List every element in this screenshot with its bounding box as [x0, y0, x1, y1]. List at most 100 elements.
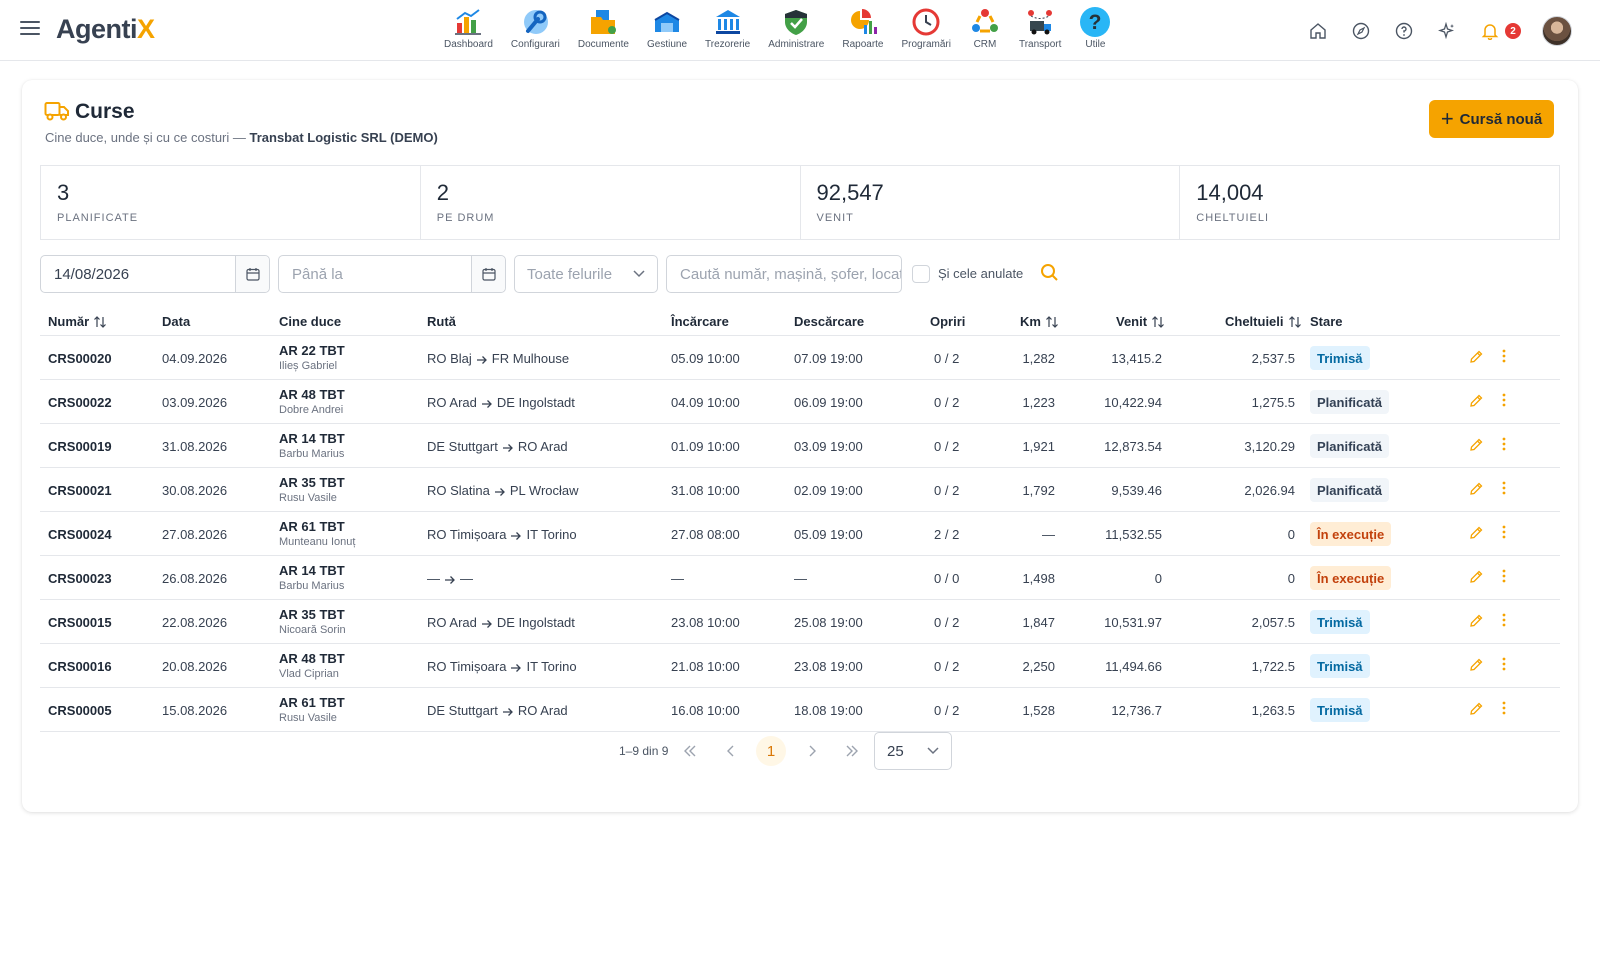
arrow-right-icon: [440, 571, 460, 586]
calendar-icon[interactable]: [471, 256, 505, 292]
trip-loading: 04.09 10:00: [671, 395, 740, 410]
more-vertical-icon[interactable]: [1502, 700, 1506, 719]
table-row[interactable]: CRS00020 04.09.2026 AR 22 TBT Ilieș Gabriel…: [40, 336, 1560, 380]
home-icon[interactable]: [1308, 21, 1328, 41]
sparkle-icon[interactable]: [1437, 21, 1457, 41]
sort-icon[interactable]: [1288, 315, 1302, 329]
trip-number[interactable]: CRS00019: [48, 439, 112, 454]
more-vertical-icon[interactable]: [1502, 612, 1506, 631]
edit-icon[interactable]: [1468, 613, 1484, 632]
module-trezorerie[interactable]: Trezorerie: [705, 6, 750, 56]
search-icon[interactable]: [1040, 263, 1060, 288]
module-configurari[interactable]: Configurari: [511, 6, 560, 56]
edit-icon[interactable]: [1468, 657, 1484, 676]
more-vertical-icon[interactable]: [1502, 524, 1506, 543]
trip-number[interactable]: CRS00016: [48, 659, 112, 674]
trip-number[interactable]: CRS00005: [48, 703, 112, 718]
sort-icon[interactable]: [1151, 315, 1165, 329]
app-logo[interactable]: AgentiX: [56, 14, 155, 44]
edit-icon[interactable]: [1468, 349, 1484, 368]
type-select[interactable]: Toate felurile: [514, 255, 658, 293]
trips-card: Curse Cine duce, unde și cu ce costuri —…: [22, 80, 1578, 812]
last-page-icon[interactable]: [837, 736, 867, 766]
more-vertical-icon[interactable]: [1502, 392, 1506, 411]
trip-number[interactable]: CRS00023: [48, 571, 112, 586]
trip-revenue: 11,532.55: [1105, 527, 1162, 542]
trip-km: 1,921: [1022, 439, 1055, 454]
page-size-select[interactable]: 25: [874, 732, 952, 770]
trip-date: 26.08.2026: [162, 571, 228, 586]
trip-number[interactable]: CRS00021: [48, 483, 112, 498]
trip-number[interactable]: CRS00020: [48, 351, 112, 366]
module-transport[interactable]: Transport: [1019, 6, 1061, 56]
date-to-input[interactable]: [279, 265, 505, 283]
table-row[interactable]: CRS00022 03.09.2026 AR 48 TBT Dobre Andrei R…: [40, 380, 1560, 424]
search-input[interactable]: [667, 265, 901, 283]
table-row[interactable]: CRS00019 31.08.2026 AR 14 TBT Barbu Marius D…: [40, 424, 1560, 468]
avatar[interactable]: [1542, 16, 1572, 46]
trip-driver: AR 48 TBT Dobre Andrei: [279, 387, 345, 416]
module-rapoarte[interactable]: Rapoarte: [842, 6, 884, 56]
col-venit[interactable]: Venit: [1116, 314, 1165, 329]
edit-icon[interactable]: [1468, 481, 1484, 500]
col-numar[interactable]: Număr: [48, 314, 107, 329]
table-row[interactable]: CRS00023 26.08.2026 AR 14 TBT Barbu Marius —…: [40, 556, 1560, 600]
table-row[interactable]: CRS00024 27.08.2026 AR 61 TBT Munteanu Ionu…: [40, 512, 1560, 556]
prev-page-icon[interactable]: [716, 736, 746, 766]
sort-icon[interactable]: [1045, 315, 1059, 329]
more-vertical-icon[interactable]: [1502, 656, 1506, 675]
module-dashboard[interactable]: Dashboard: [444, 6, 493, 56]
trip-number[interactable]: CRS00015: [48, 615, 112, 630]
trip-number[interactable]: CRS00024: [48, 527, 112, 542]
sort-icon[interactable]: [93, 315, 107, 329]
module-documente[interactable]: Documente: [578, 6, 629, 56]
edit-icon[interactable]: [1468, 525, 1484, 544]
table-row[interactable]: CRS00005 15.08.2026 AR 61 TBT Rusu Vasile DE…: [40, 688, 1560, 732]
date-from-input[interactable]: [41, 265, 269, 283]
top-bar: AgentiX Dashboard Configurari Documente …: [0, 0, 1600, 61]
table-row[interactable]: CRS00021 30.08.2026 AR 35 TBT Rusu Vasile RO…: [40, 468, 1560, 512]
next-page-icon[interactable]: [797, 736, 827, 766]
compass-icon[interactable]: [1351, 21, 1371, 41]
bell-icon[interactable]: 2: [1480, 21, 1521, 41]
module-crm[interactable]: CRM: [969, 6, 1001, 56]
route-to: IT Torino: [526, 527, 577, 542]
module-gestiune[interactable]: Gestiune: [647, 6, 687, 56]
table-row[interactable]: CRS00016 20.08.2026 AR 48 TBT Vlad Ciprian R…: [40, 644, 1560, 688]
edit-icon[interactable]: [1468, 393, 1484, 412]
calendar-icon[interactable]: [235, 256, 269, 292]
page-button[interactable]: 1: [756, 736, 786, 766]
module-programari[interactable]: Programări: [902, 6, 951, 56]
edit-icon[interactable]: [1468, 701, 1484, 720]
clock-icon: [910, 6, 942, 38]
more-vertical-icon[interactable]: [1502, 436, 1506, 455]
trip-driver: AR 61 TBT Munteanu Ionuț: [279, 519, 355, 548]
trip-number[interactable]: CRS00022: [48, 395, 112, 410]
route-from: RO Timișoara: [427, 527, 507, 542]
trip-date: 31.08.2026: [162, 439, 228, 454]
col-km[interactable]: Km: [1020, 314, 1059, 329]
trip-loading: 05.09 10:00: [671, 351, 740, 366]
chevron-down-icon: [633, 270, 645, 278]
help-icon[interactable]: [1394, 21, 1414, 41]
stat-revenue: 92,547 VENIT: [801, 166, 1181, 239]
module-administrare[interactable]: Administrare: [768, 6, 824, 56]
menu-icon[interactable]: [20, 21, 40, 39]
more-vertical-icon[interactable]: [1502, 348, 1506, 367]
col-cheltuieli[interactable]: Cheltuieli: [1225, 314, 1302, 329]
wrench-gear-icon: [519, 6, 551, 38]
more-vertical-icon[interactable]: [1502, 480, 1506, 499]
new-trip-button[interactable]: + Cursă nouă: [1429, 100, 1554, 138]
more-vertical-icon[interactable]: [1502, 568, 1506, 587]
table-row[interactable]: CRS00015 22.08.2026 AR 35 TBT Nicoară Sorin…: [40, 600, 1560, 644]
trip-driver: AR 35 TBT Rusu Vasile: [279, 475, 345, 504]
trip-km: —: [1042, 527, 1055, 542]
trip-date: 20.08.2026: [162, 659, 228, 674]
edit-icon[interactable]: [1468, 437, 1484, 456]
include-cancelled-checkbox[interactable]: [912, 265, 930, 283]
first-page-icon[interactable]: [675, 736, 705, 766]
pie-report-icon: [847, 6, 879, 38]
trip-route: RO Blaj FR Mulhouse: [427, 351, 569, 366]
edit-icon[interactable]: [1468, 569, 1484, 588]
module-utile[interactable]: ? Utile: [1079, 6, 1111, 56]
